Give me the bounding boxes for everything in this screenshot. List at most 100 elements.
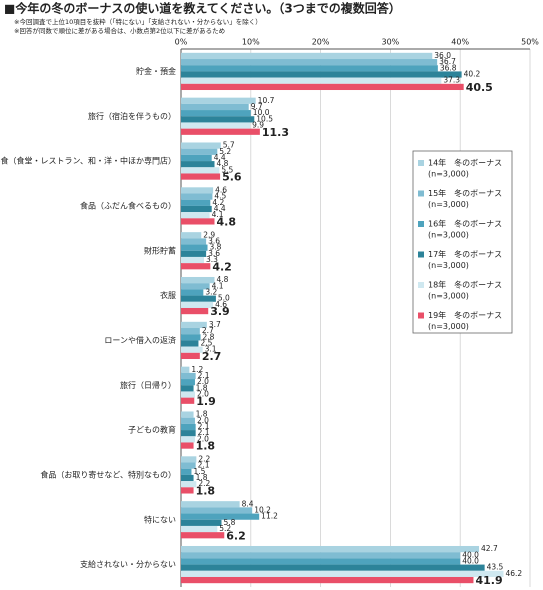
bar — [181, 161, 215, 168]
bar — [181, 462, 196, 469]
bar — [181, 468, 192, 475]
value-label: 5.7 — [223, 141, 235, 150]
legend-swatch — [418, 221, 424, 227]
legend-label: 17年 冬のボーナス — [428, 249, 502, 259]
y-tick-label: 子どもの教育 — [128, 425, 176, 435]
bar — [181, 501, 240, 508]
value-label: 1.8 — [196, 484, 216, 497]
value-label: 10.7 — [258, 96, 275, 105]
value-label: 3.6 — [208, 236, 220, 245]
y-tick-label: 財形貯蓄 — [144, 245, 176, 255]
y-tick-label: 貯金・預金 — [136, 66, 176, 76]
bar — [181, 436, 195, 443]
value-label: 2.2 — [198, 454, 210, 463]
value-label: 4.2 — [212, 198, 224, 207]
value-label: 2.0 — [197, 416, 209, 425]
value-label: 1.8 — [196, 383, 208, 392]
bar — [181, 263, 211, 270]
legend-swatch — [418, 160, 424, 166]
bar — [181, 154, 212, 162]
y-tick-label: 支給されない・分からない — [80, 559, 176, 569]
bar — [181, 295, 216, 302]
legend-label: 18年 冬のボーナス — [428, 280, 502, 290]
note: ※回答が同数で順位に差がある場合は、小数点第2位以下に差があるため — [14, 26, 225, 35]
value-label: 1.5 — [193, 467, 205, 476]
bar — [181, 173, 221, 180]
bar — [181, 321, 207, 329]
value-label: 3.3 — [206, 255, 218, 264]
y-tick-label: 旅行（日帰り） — [120, 380, 176, 390]
value-label: 3.9 — [210, 305, 230, 318]
value-label: 5.2 — [219, 147, 231, 156]
bar — [181, 570, 504, 577]
value-label: 4.1 — [212, 210, 224, 219]
bar — [181, 289, 204, 296]
legend-label: 16年 冬のボーナス — [428, 219, 502, 229]
bar — [181, 442, 194, 449]
value-label: 2.7 — [202, 350, 222, 363]
bar — [181, 372, 196, 380]
x-tick-label: 40% — [451, 38, 469, 47]
value-label: 2.2 — [198, 479, 210, 488]
bar — [181, 328, 200, 335]
y-tick-label: 食品（ふだん食べるもの） — [80, 200, 176, 210]
legend-label: 15年 冬のボーナス — [428, 188, 502, 198]
value-label: 5.6 — [222, 171, 242, 184]
bar — [181, 187, 214, 194]
bar — [181, 552, 461, 559]
bar — [181, 250, 207, 257]
value-label: 3.1 — [205, 345, 217, 354]
value-label: 2.7 — [202, 326, 214, 335]
bar — [181, 576, 474, 584]
value-label: 1.8 — [196, 440, 216, 453]
value-label: 4.4 — [214, 204, 226, 213]
value-label: 46.2 — [505, 569, 522, 578]
bar — [181, 385, 194, 392]
bar — [181, 352, 200, 360]
bar — [181, 65, 438, 72]
bar — [181, 59, 438, 66]
bar — [181, 379, 195, 386]
chart-title: ■今年の冬のボーナスの使い道を教えてください。（3つまでの複数回答） — [4, 1, 401, 16]
value-label: 36.8 — [440, 63, 457, 72]
bar — [181, 366, 190, 373]
bar — [181, 110, 251, 117]
value-label: 36.7 — [439, 57, 456, 66]
value-label: 5.5 — [221, 165, 233, 174]
bar — [181, 456, 197, 463]
value-label: 1.8 — [196, 410, 208, 419]
value-label: 5.2 — [219, 524, 231, 533]
bar — [181, 244, 208, 251]
y-tick-label: 食品（お取り寄せなど、特別なもの） — [40, 469, 176, 479]
bar — [181, 423, 196, 431]
value-label: 40.0 — [462, 556, 479, 565]
value-label: 3.7 — [209, 320, 221, 329]
x-tick-label: 20% — [312, 38, 330, 47]
x-tick-label: 50% — [521, 38, 539, 47]
value-label: 2.0 — [197, 434, 209, 443]
legend-box — [412, 150, 513, 334]
value-label: 4.8 — [217, 215, 237, 228]
bar — [181, 283, 210, 290]
value-label: 1.9 — [196, 395, 216, 408]
legend-label: 14年 冬のボーナス — [428, 158, 502, 168]
legend-sample: (n=3,000) — [428, 322, 469, 331]
legend-swatch — [418, 251, 424, 258]
value-label: 2.1 — [198, 461, 210, 470]
bar — [181, 52, 433, 60]
value-label: 43.5 — [487, 563, 504, 572]
bar — [181, 116, 255, 123]
value-label: 9.7 — [251, 102, 263, 111]
bar — [181, 397, 195, 404]
bar — [181, 97, 256, 104]
bar — [181, 525, 218, 533]
bar — [181, 411, 194, 418]
legend-swatch — [418, 190, 424, 197]
bar — [181, 334, 201, 341]
legend-sample: (n=3,000) — [428, 170, 469, 179]
value-label: 40.5 — [466, 81, 493, 94]
bar — [181, 238, 207, 245]
value-label: 40.2 — [464, 70, 481, 79]
bar — [181, 77, 442, 84]
